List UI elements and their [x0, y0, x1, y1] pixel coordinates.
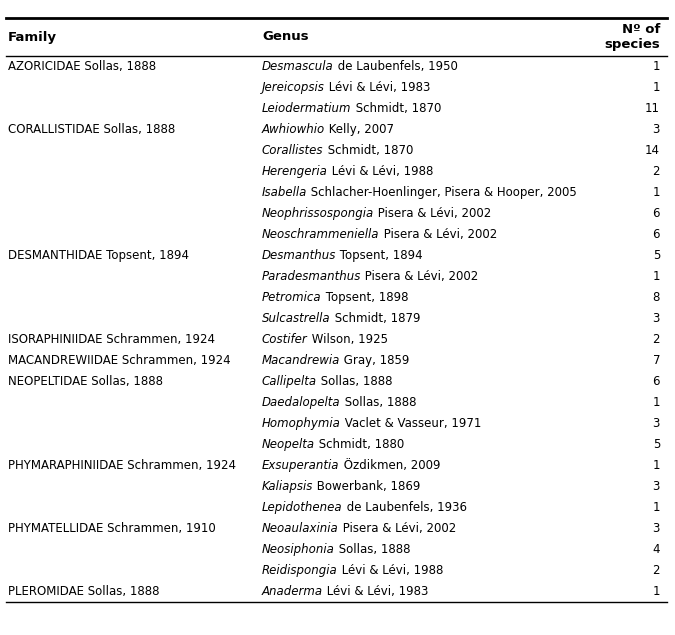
Text: Sollas, 1888: Sollas, 1888 [341, 396, 416, 409]
Text: 3: 3 [653, 123, 660, 136]
Text: 2: 2 [653, 564, 660, 577]
Text: Desmascula: Desmascula [262, 60, 333, 73]
Text: 1: 1 [653, 396, 660, 409]
Text: NEOPELTIDAE Sollas, 1888: NEOPELTIDAE Sollas, 1888 [8, 375, 163, 388]
Text: 4: 4 [653, 543, 660, 556]
Text: Callipelta: Callipelta [262, 375, 317, 388]
Text: Lévi & Lévi, 1983: Lévi & Lévi, 1983 [323, 585, 429, 598]
Text: Schmidt, 1870: Schmidt, 1870 [323, 144, 413, 157]
Text: Leiodermatium: Leiodermatium [262, 102, 352, 115]
Text: 1: 1 [653, 186, 660, 199]
Text: Nº of
species: Nº of species [604, 23, 660, 51]
Text: 6: 6 [653, 375, 660, 388]
Text: Sollas, 1888: Sollas, 1888 [335, 543, 410, 556]
Text: Reidispongia: Reidispongia [262, 564, 338, 577]
Text: Neopelta: Neopelta [262, 438, 315, 451]
Text: 6: 6 [653, 207, 660, 220]
Text: Jereicopsis: Jereicopsis [262, 81, 325, 94]
Text: Lepidothenea: Lepidothenea [262, 501, 343, 514]
Text: Wilson, 1925: Wilson, 1925 [308, 333, 387, 346]
Text: MACANDREWIIDAE Schrammen, 1924: MACANDREWIIDAE Schrammen, 1924 [8, 354, 231, 367]
Text: Lévi & Lévi, 1988: Lévi & Lévi, 1988 [328, 165, 433, 178]
Text: Neoschrammeniella: Neoschrammeniella [262, 228, 379, 241]
Text: Petromica: Petromica [262, 291, 321, 304]
Text: Genus: Genus [262, 30, 308, 44]
Text: Family: Family [8, 30, 57, 44]
Text: Schmidt, 1870: Schmidt, 1870 [352, 102, 441, 115]
Text: Kaliapsis: Kaliapsis [262, 480, 313, 493]
Text: CORALLISTIDAE Sollas, 1888: CORALLISTIDAE Sollas, 1888 [8, 123, 176, 136]
Text: PLEROMIDAE Sollas, 1888: PLEROMIDAE Sollas, 1888 [8, 585, 159, 598]
Text: Lévi & Lévi, 1983: Lévi & Lévi, 1983 [325, 81, 430, 94]
Text: Lévi & Lévi, 1988: Lévi & Lévi, 1988 [338, 564, 443, 577]
Text: Corallistes: Corallistes [262, 144, 323, 157]
Text: Pisera & Lévi, 2002: Pisera & Lévi, 2002 [361, 270, 479, 283]
Text: 2: 2 [653, 165, 660, 178]
Text: Neophrissospongia: Neophrissospongia [262, 207, 374, 220]
Text: de Laubenfels, 1950: de Laubenfels, 1950 [333, 60, 458, 73]
Text: 14: 14 [645, 144, 660, 157]
Text: Kelly, 2007: Kelly, 2007 [325, 123, 394, 136]
Text: 1: 1 [653, 501, 660, 514]
Text: Isabella: Isabella [262, 186, 307, 199]
Text: Homophymia: Homophymia [262, 417, 341, 430]
Text: Neosiphonia: Neosiphonia [262, 543, 335, 556]
Text: Daedalopelta: Daedalopelta [262, 396, 341, 409]
Text: 5: 5 [653, 249, 660, 262]
Text: 1: 1 [653, 270, 660, 283]
Text: Sulcastrella: Sulcastrella [262, 312, 331, 325]
Text: Anaderma: Anaderma [262, 585, 323, 598]
Text: PHYMATELLIDAE Schrammen, 1910: PHYMATELLIDAE Schrammen, 1910 [8, 522, 216, 535]
Text: Paradesmanthus: Paradesmanthus [262, 270, 361, 283]
Text: Macandrewia: Macandrewia [262, 354, 340, 367]
Text: 3: 3 [653, 312, 660, 325]
Text: Desmanthus: Desmanthus [262, 249, 336, 262]
Text: Costifer: Costifer [262, 333, 308, 346]
Text: 8: 8 [653, 291, 660, 304]
Text: Schlacher-Hoenlinger, Pisera & Hooper, 2005: Schlacher-Hoenlinger, Pisera & Hooper, 2… [307, 186, 577, 199]
Text: de Laubenfels, 1936: de Laubenfels, 1936 [343, 501, 466, 514]
Text: Awhiowhio: Awhiowhio [262, 123, 325, 136]
Text: Vaclet & Vasseur, 1971: Vaclet & Vasseur, 1971 [341, 417, 481, 430]
Text: AZORICIDAE Sollas, 1888: AZORICIDAE Sollas, 1888 [8, 60, 156, 73]
Text: Gray, 1859: Gray, 1859 [340, 354, 410, 367]
Text: 1: 1 [653, 585, 660, 598]
Text: Schmidt, 1880: Schmidt, 1880 [315, 438, 404, 451]
Text: 3: 3 [653, 522, 660, 535]
Text: 1: 1 [653, 459, 660, 472]
Text: DESMANTHIDAE Topsent, 1894: DESMANTHIDAE Topsent, 1894 [8, 249, 189, 262]
Text: 1: 1 [653, 81, 660, 94]
Text: Herengeria: Herengeria [262, 165, 328, 178]
Text: Özdikmen, 2009: Özdikmen, 2009 [340, 459, 440, 472]
Text: Topsent, 1894: Topsent, 1894 [336, 249, 423, 262]
Text: 6: 6 [653, 228, 660, 241]
Text: Pisera & Lévi, 2002: Pisera & Lévi, 2002 [379, 228, 497, 241]
Text: PHYMARAPHINIIDAE Schrammen, 1924: PHYMARAPHINIIDAE Schrammen, 1924 [8, 459, 236, 472]
Text: 1: 1 [653, 60, 660, 73]
Text: Bowerbank, 1869: Bowerbank, 1869 [313, 480, 421, 493]
Text: ISORAPHINIIDAE Schrammen, 1924: ISORAPHINIIDAE Schrammen, 1924 [8, 333, 215, 346]
Text: Topsent, 1898: Topsent, 1898 [321, 291, 408, 304]
Text: 3: 3 [653, 480, 660, 493]
Text: 7: 7 [653, 354, 660, 367]
Text: Pisera & Lévi, 2002: Pisera & Lévi, 2002 [339, 522, 456, 535]
Text: 5: 5 [653, 438, 660, 451]
Text: Neoaulaxinia: Neoaulaxinia [262, 522, 339, 535]
Text: Exsuperantia: Exsuperantia [262, 459, 340, 472]
Text: Pisera & Lévi, 2002: Pisera & Lévi, 2002 [374, 207, 491, 220]
Text: Sollas, 1888: Sollas, 1888 [317, 375, 393, 388]
Text: 2: 2 [653, 333, 660, 346]
Text: 3: 3 [653, 417, 660, 430]
Text: 11: 11 [645, 102, 660, 115]
Text: Schmidt, 1879: Schmidt, 1879 [331, 312, 420, 325]
